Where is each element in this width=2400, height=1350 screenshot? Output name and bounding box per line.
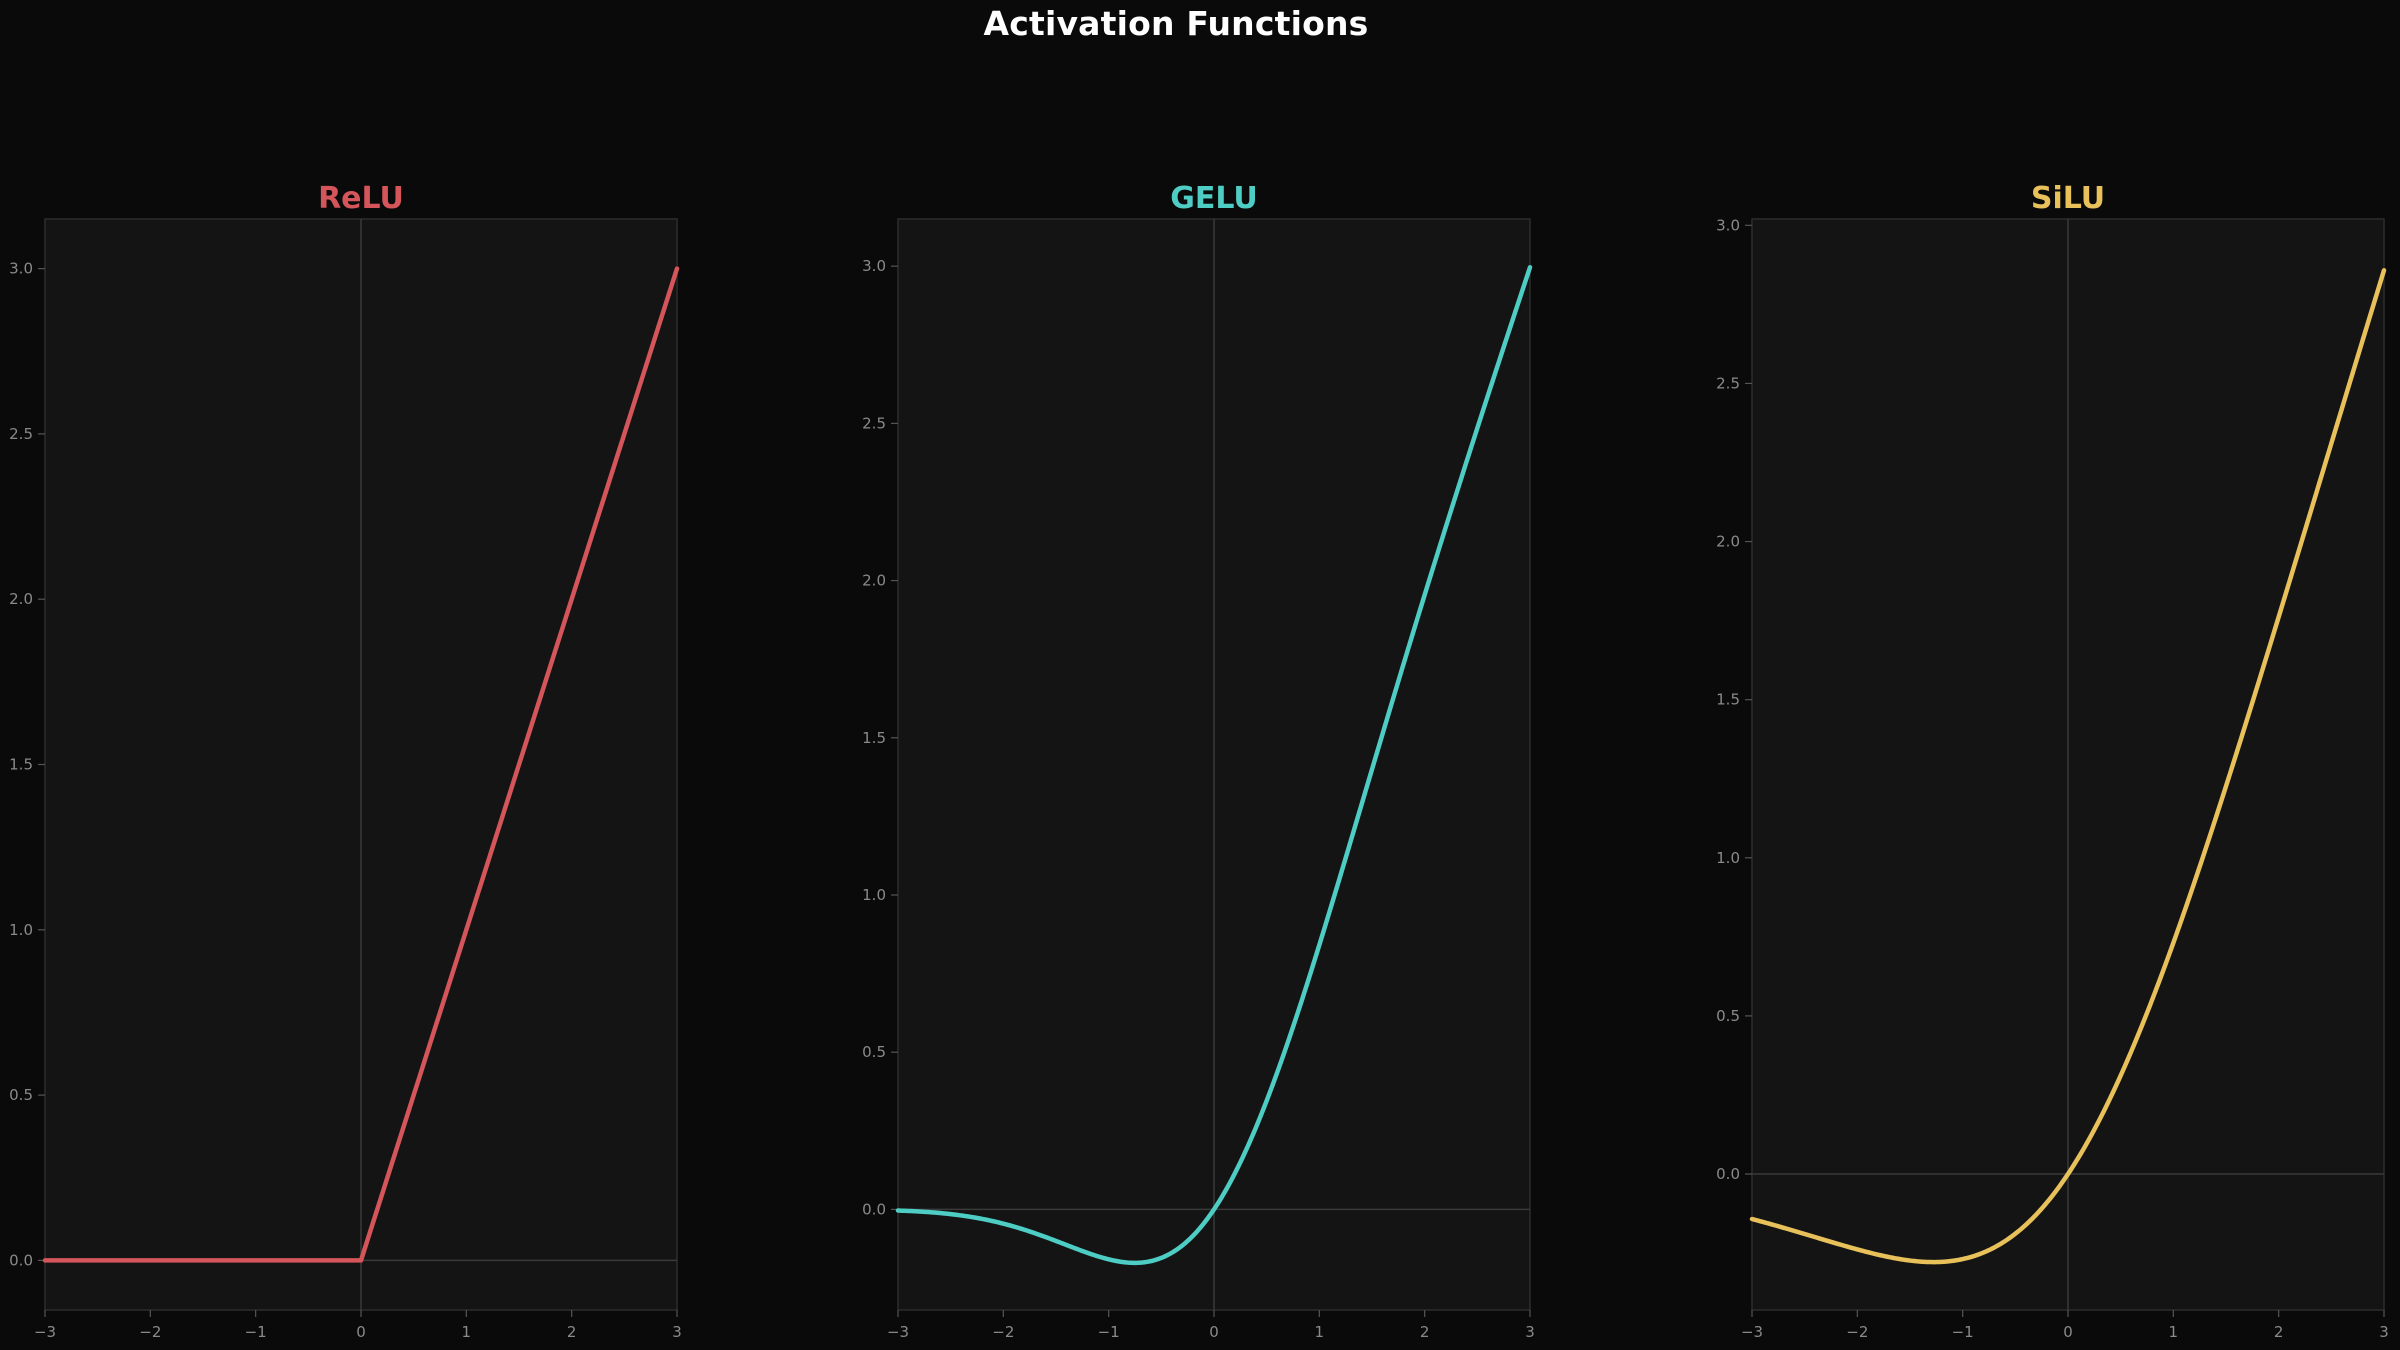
silu-xtick-label: 1: [2169, 1323, 2179, 1341]
relu-ytick-label: 2.0: [9, 590, 33, 608]
relu-xtick-label: 2: [567, 1323, 577, 1341]
gelu-ytick-label: 1.0: [862, 886, 886, 904]
relu-ytick-label: 1.5: [9, 756, 33, 774]
gelu-xtick-label: −1: [1098, 1323, 1120, 1341]
relu-ytick-label: 3.0: [9, 260, 33, 278]
gelu-ytick-label: 0.5: [862, 1043, 886, 1061]
silu-xtick-label: −3: [1741, 1323, 1763, 1341]
silu-xtick-label: 0: [2063, 1323, 2073, 1341]
silu-xtick-label: −2: [1846, 1323, 1868, 1341]
gelu-ytick-label: 0.0: [862, 1200, 886, 1218]
relu-xtick-label: −3: [34, 1323, 56, 1341]
silu-ytick-label: 2.5: [1716, 374, 1740, 392]
relu-xtick-label: −1: [245, 1323, 267, 1341]
relu-xtick-label: 1: [462, 1323, 472, 1341]
silu-ytick-label: 0.5: [1716, 1007, 1740, 1025]
relu-xtick-label: 3: [672, 1323, 682, 1341]
relu-xtick-label: 0: [356, 1323, 366, 1341]
gelu-ytick-label: 2.0: [862, 572, 886, 590]
gelu-xtick-label: −3: [887, 1323, 909, 1341]
relu-ytick-label: 1.0: [9, 921, 33, 939]
gelu-xtick-label: 3: [1525, 1323, 1535, 1341]
gelu-ytick-label: 1.5: [862, 729, 886, 747]
relu-ytick-label: 2.5: [9, 425, 33, 443]
figure-title: Activation Functions: [983, 4, 1369, 43]
silu-title: SiLU: [2031, 181, 2105, 216]
relu-ytick-label: 0.5: [9, 1086, 33, 1104]
gelu-ytick-label: 2.5: [862, 414, 886, 432]
relu-ytick-label: 0.0: [9, 1251, 33, 1269]
silu-ytick-label: 0.0: [1716, 1165, 1740, 1183]
silu-ytick-label: 3.0: [1716, 216, 1740, 234]
gelu-xtick-label: −2: [992, 1323, 1014, 1341]
gelu-xtick-label: 2: [1420, 1323, 1430, 1341]
gelu-ytick-label: 3.0: [862, 257, 886, 275]
gelu-xtick-label: 1: [1315, 1323, 1325, 1341]
relu-series-line: [42, 266, 680, 1263]
silu-ytick-label: 2.0: [1716, 533, 1740, 551]
silu-ytick-label: 1.0: [1716, 849, 1740, 867]
silu-xtick-label: 2: [2274, 1323, 2284, 1341]
silu-series-line: [1749, 268, 2387, 1265]
gelu-title: GELU: [1170, 181, 1258, 216]
relu-xtick-label: −2: [139, 1323, 161, 1341]
relu-title: ReLU: [318, 181, 404, 216]
silu-ytick-label: 1.5: [1716, 691, 1740, 709]
gelu-series-line: [895, 265, 1533, 1266]
silu-xtick-label: −1: [1952, 1323, 1974, 1341]
silu-xtick-label: 3: [2379, 1323, 2389, 1341]
gelu-xtick-label: 0: [1209, 1323, 1219, 1341]
